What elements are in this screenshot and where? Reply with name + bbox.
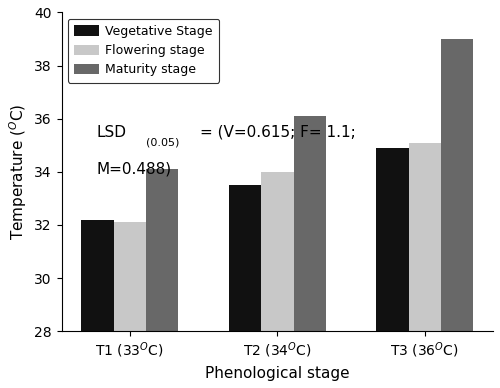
X-axis label: Phenological stage: Phenological stage [205,366,350,381]
Text: M=0.488): M=0.488) [96,161,171,177]
Bar [114,222,146,388]
Y-axis label: Temperature ($^O$C): Temperature ($^O$C) [7,104,28,240]
Bar [408,143,441,388]
Bar [376,148,408,388]
Text: (0.05): (0.05) [146,138,179,148]
Bar [228,185,261,388]
Bar [261,172,294,388]
Bar [441,39,474,388]
Bar [81,220,114,388]
Bar [146,169,178,388]
Text: LSD: LSD [96,125,126,140]
Text: = (V=0.615; F= 1.1;: = (V=0.615; F= 1.1; [200,125,356,140]
Bar [294,116,326,388]
Legend: Vegetative Stage, Flowering stage, Maturity stage: Vegetative Stage, Flowering stage, Matur… [68,19,219,83]
